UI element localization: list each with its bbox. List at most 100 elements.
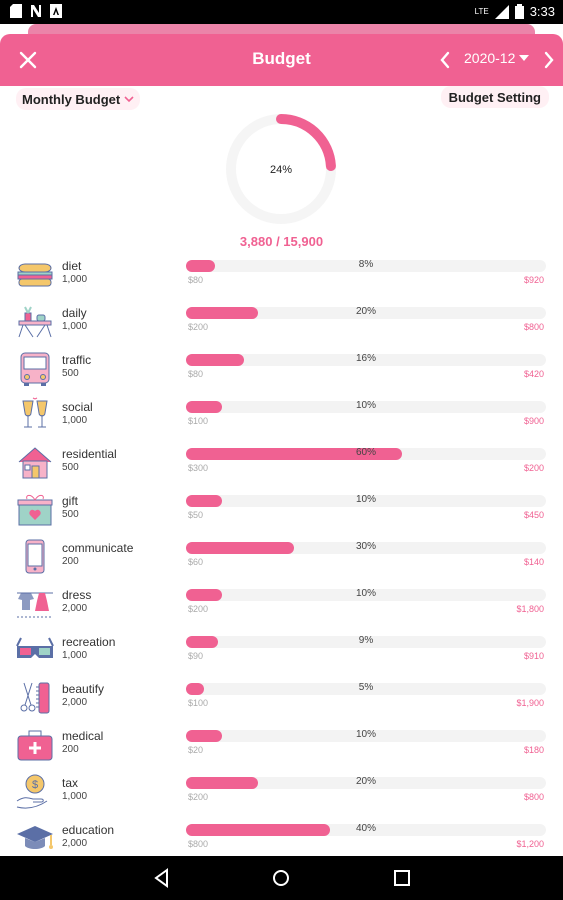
category-progress-track xyxy=(186,260,546,272)
category-remaining-label: $200 xyxy=(523,463,544,473)
coin-hand-icon: $ xyxy=(16,774,48,809)
budget-donut-chart: 24% xyxy=(221,112,341,232)
category-spent-label: $200 xyxy=(188,792,209,802)
category-remaining-label: $420 xyxy=(523,369,544,379)
category-row-dress[interactable]: dress 2,000 10% $200 $1,800 xyxy=(0,583,563,630)
category-row-communicate[interactable]: communicate 200 30% $60 $140 xyxy=(0,536,563,583)
medical-kit-icon xyxy=(17,730,53,761)
n-notification-icon xyxy=(31,5,41,17)
category-name: gift xyxy=(62,494,79,508)
category-percent-label: 10% xyxy=(355,729,376,740)
category-row-diet[interactable]: diet 1,000 8% $80 $920 xyxy=(0,254,563,301)
category-spent-label: $60 xyxy=(188,557,204,567)
category-budget-amount: 2,000 xyxy=(62,838,88,849)
category-row-traffic[interactable]: traffic 500 16% $80 $420 xyxy=(0,348,563,395)
3d-glasses-icon xyxy=(16,637,54,658)
budget-type-label: Monthly Budget xyxy=(22,91,121,107)
category-percent-label: 40% xyxy=(355,823,376,834)
caret-down-icon xyxy=(519,55,530,61)
category-budget-amount: 1,000 xyxy=(62,791,88,802)
category-name: residential xyxy=(62,447,117,461)
sd-card-icon xyxy=(10,4,22,18)
category-spent-label: $300 xyxy=(188,463,209,473)
donut-svg xyxy=(226,114,336,224)
close-icon[interactable] xyxy=(16,48,40,72)
category-name: traffic xyxy=(62,353,92,367)
category-percent-label: 60% xyxy=(355,447,376,458)
category-budget-amount: 2,000 xyxy=(62,603,88,614)
category-row-daily[interactable]: daily 1,000 20% $200 $800 xyxy=(0,301,563,348)
category-remaining-label: $900 xyxy=(523,416,544,426)
sheet-peek-strip xyxy=(28,24,535,34)
category-remaining-label: $180 xyxy=(523,745,544,755)
month-selector[interactable]: 2020-12 xyxy=(464,50,530,66)
category-row-recreation[interactable]: recreation 1,000 9% $90 $910 xyxy=(0,630,563,677)
category-budget-amount: 2,000 xyxy=(62,697,88,708)
category-remaining-label: $450 xyxy=(523,510,544,520)
category-name: medical xyxy=(62,729,104,743)
category-progress-track xyxy=(186,636,546,648)
battery-icon xyxy=(514,4,524,19)
recents-icon[interactable] xyxy=(392,868,412,888)
category-name: daily xyxy=(62,306,87,320)
category-progress-fill xyxy=(186,589,222,601)
category-budget-amount: 1,000 xyxy=(62,321,88,332)
back-icon[interactable] xyxy=(152,868,172,888)
category-name: diet xyxy=(62,259,82,273)
category-progress-fill xyxy=(186,401,222,413)
category-spent-label: $50 xyxy=(188,510,204,520)
scissors-comb-icon xyxy=(20,682,50,714)
category-progress-track xyxy=(186,495,546,507)
category-row-education[interactable]: education 2,000 40% $800 $1,200 xyxy=(0,818,563,865)
category-spent-label: $80 xyxy=(188,275,204,285)
month-label: 2020-12 xyxy=(464,50,516,66)
donut-percent-label: 24% xyxy=(269,164,293,176)
category-name: social xyxy=(62,400,93,414)
category-budget-amount: 500 xyxy=(62,368,79,379)
category-row-medical[interactable]: medical 200 10% $20 $180 xyxy=(0,724,563,771)
category-percent-label: 20% xyxy=(355,306,376,317)
category-progress-track xyxy=(186,448,546,460)
home-icon[interactable] xyxy=(271,868,291,888)
category-remaining-label: $800 xyxy=(523,322,544,332)
status-bar: LTE 3:33 xyxy=(0,0,563,24)
category-row-tax[interactable]: $ tax 1,000 20% $200 $800 xyxy=(0,771,563,818)
wine-glasses-icon xyxy=(22,397,48,428)
category-row-social[interactable]: social 1,000 10% $100 $900 xyxy=(0,395,563,442)
category-budget-amount: 500 xyxy=(62,509,79,520)
category-progress-fill xyxy=(186,260,215,272)
chevron-right-icon[interactable] xyxy=(542,50,556,70)
category-progress-fill xyxy=(186,495,222,507)
category-progress-fill xyxy=(186,542,294,554)
category-spent-label: $200 xyxy=(188,604,209,614)
page-title: Budget xyxy=(252,49,311,68)
category-progress-fill xyxy=(186,730,222,742)
category-name: education xyxy=(62,823,115,837)
chevron-left-icon[interactable] xyxy=(438,50,452,70)
category-spent-label: $200 xyxy=(188,322,209,332)
category-row-beautify[interactable]: beautify 2,000 5% $100 $1,900 xyxy=(0,677,563,724)
category-budget-amount: 1,000 xyxy=(62,274,88,285)
category-budget-amount: 1,000 xyxy=(62,415,88,426)
category-percent-label: 30% xyxy=(355,541,376,552)
category-remaining-label: $1,200 xyxy=(516,839,544,849)
category-spent-label: $20 xyxy=(188,745,204,755)
category-progress-fill xyxy=(186,354,244,366)
status-time: 3:33 xyxy=(529,4,555,19)
table-plant-icon xyxy=(18,306,52,338)
category-name: dress xyxy=(62,588,92,602)
category-remaining-label: $800 xyxy=(523,792,544,802)
category-row-residential[interactable]: residential 500 60% $300 $200 xyxy=(0,442,563,489)
category-progress-track xyxy=(186,683,546,695)
a-notification-icon xyxy=(50,4,62,18)
budget-type-dropdown[interactable]: Monthly Budget xyxy=(16,88,141,110)
category-progress-fill xyxy=(186,636,219,648)
budget-setting-button[interactable]: Budget Setting xyxy=(440,86,549,108)
bus-icon xyxy=(20,352,50,386)
category-row-gift[interactable]: gift 500 10% $50 $450 xyxy=(0,489,563,536)
category-progress-track xyxy=(186,824,546,836)
category-progress-fill xyxy=(186,824,330,836)
category-progress-track xyxy=(186,777,546,789)
category-percent-label: 5% xyxy=(358,682,374,693)
category-budget-amount: 200 xyxy=(62,744,79,755)
